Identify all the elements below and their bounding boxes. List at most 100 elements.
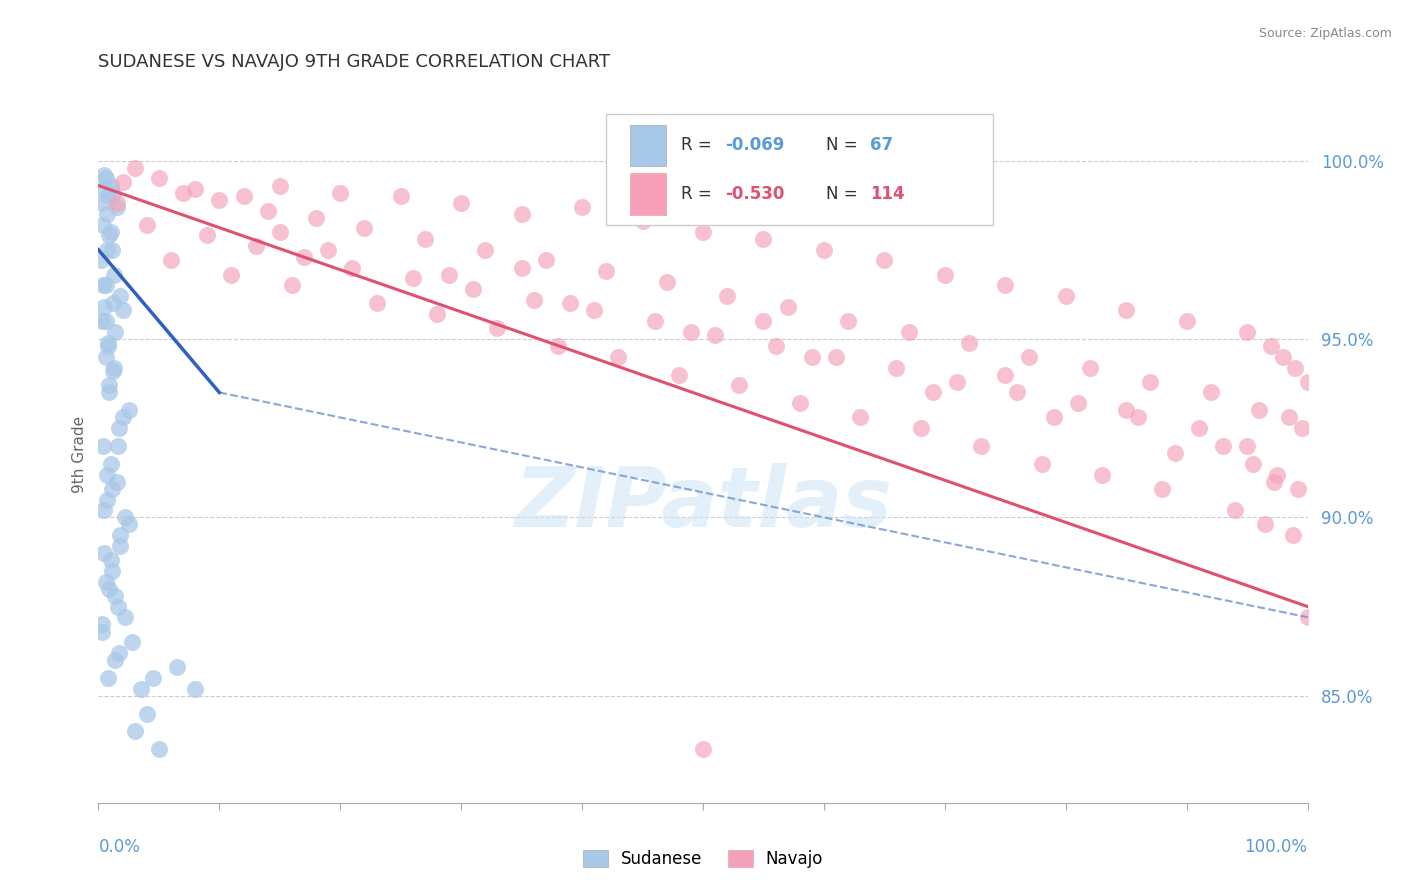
Point bbox=[103, 360, 125, 375]
Point bbox=[1115, 303, 1137, 318]
Point bbox=[1272, 350, 1295, 364]
Point bbox=[957, 335, 980, 350]
Y-axis label: 9th Grade: 9th Grade bbox=[72, 417, 87, 493]
Point bbox=[1212, 439, 1234, 453]
Point bbox=[402, 271, 425, 285]
Point bbox=[1163, 446, 1185, 460]
Text: R =: R = bbox=[682, 185, 717, 203]
Point bbox=[100, 225, 122, 239]
Point bbox=[93, 503, 115, 517]
Text: -0.530: -0.530 bbox=[724, 185, 785, 203]
Point bbox=[316, 243, 339, 257]
Point bbox=[1188, 421, 1211, 435]
Point bbox=[1199, 385, 1222, 400]
Point bbox=[631, 214, 654, 228]
Point bbox=[124, 161, 146, 175]
Point bbox=[135, 218, 157, 232]
Point bbox=[94, 350, 117, 364]
Point bbox=[353, 221, 375, 235]
Point bbox=[849, 410, 872, 425]
Point bbox=[104, 589, 127, 603]
Point bbox=[100, 482, 122, 496]
Point bbox=[100, 553, 122, 567]
Point bbox=[692, 225, 714, 239]
Point bbox=[716, 289, 738, 303]
Point bbox=[184, 182, 207, 196]
Point bbox=[1067, 396, 1090, 410]
Point bbox=[148, 171, 170, 186]
Point bbox=[450, 196, 472, 211]
Point bbox=[107, 439, 129, 453]
Point bbox=[105, 475, 128, 489]
Point bbox=[1254, 517, 1277, 532]
Point bbox=[765, 339, 787, 353]
Point bbox=[269, 178, 291, 193]
Point bbox=[486, 321, 509, 335]
Point bbox=[389, 189, 412, 203]
Point bbox=[93, 182, 115, 196]
Point bbox=[1260, 339, 1282, 353]
Point bbox=[91, 439, 114, 453]
Point bbox=[644, 314, 666, 328]
Point bbox=[789, 396, 811, 410]
Point bbox=[94, 314, 117, 328]
Point bbox=[1296, 610, 1319, 624]
Point bbox=[166, 660, 188, 674]
Point bbox=[124, 724, 146, 739]
Point bbox=[523, 293, 546, 307]
Point bbox=[221, 268, 243, 282]
Point bbox=[413, 232, 436, 246]
Point bbox=[1236, 325, 1258, 339]
Point bbox=[752, 232, 775, 246]
Text: SUDANESE VS NAVAJO 9TH GRADE CORRELATION CHART: SUDANESE VS NAVAJO 9TH GRADE CORRELATION… bbox=[98, 54, 610, 71]
Point bbox=[111, 410, 134, 425]
Point bbox=[668, 368, 690, 382]
Point bbox=[1139, 375, 1161, 389]
Point bbox=[437, 268, 460, 282]
Point bbox=[97, 335, 120, 350]
Point bbox=[571, 200, 593, 214]
Point bbox=[107, 599, 129, 614]
Point bbox=[96, 492, 118, 507]
Point bbox=[1267, 467, 1289, 482]
Point bbox=[98, 378, 121, 392]
Point bbox=[104, 325, 127, 339]
Point bbox=[93, 546, 115, 560]
Point bbox=[101, 364, 124, 378]
Point bbox=[595, 264, 617, 278]
Point bbox=[118, 403, 141, 417]
Point bbox=[98, 582, 121, 596]
Point bbox=[121, 635, 143, 649]
Text: ZIPatlas: ZIPatlas bbox=[515, 463, 891, 544]
Point bbox=[752, 314, 775, 328]
Point bbox=[1249, 403, 1271, 417]
Point bbox=[1296, 375, 1319, 389]
Text: 0.0%: 0.0% bbox=[98, 838, 141, 856]
Point bbox=[184, 681, 207, 696]
Point bbox=[1282, 528, 1305, 542]
Point bbox=[114, 510, 136, 524]
Point bbox=[921, 385, 943, 400]
Point bbox=[114, 610, 136, 624]
FancyBboxPatch shape bbox=[630, 125, 665, 166]
Point bbox=[208, 193, 231, 207]
Point bbox=[607, 350, 630, 364]
Point bbox=[1018, 350, 1040, 364]
Point bbox=[256, 203, 278, 218]
Point bbox=[105, 200, 128, 214]
Point bbox=[366, 296, 388, 310]
Point bbox=[1054, 289, 1077, 303]
Point bbox=[1078, 360, 1101, 375]
Point bbox=[776, 300, 799, 314]
Point bbox=[105, 196, 128, 211]
Point bbox=[97, 671, 120, 685]
Point bbox=[534, 253, 557, 268]
Point bbox=[94, 171, 117, 186]
Text: 100.0%: 100.0% bbox=[1244, 838, 1308, 856]
Text: N =: N = bbox=[827, 136, 863, 154]
Text: Source: ZipAtlas.com: Source: ZipAtlas.com bbox=[1258, 27, 1392, 40]
Point bbox=[1115, 403, 1137, 417]
Point bbox=[970, 439, 993, 453]
Point bbox=[148, 742, 170, 756]
Point bbox=[108, 539, 131, 553]
